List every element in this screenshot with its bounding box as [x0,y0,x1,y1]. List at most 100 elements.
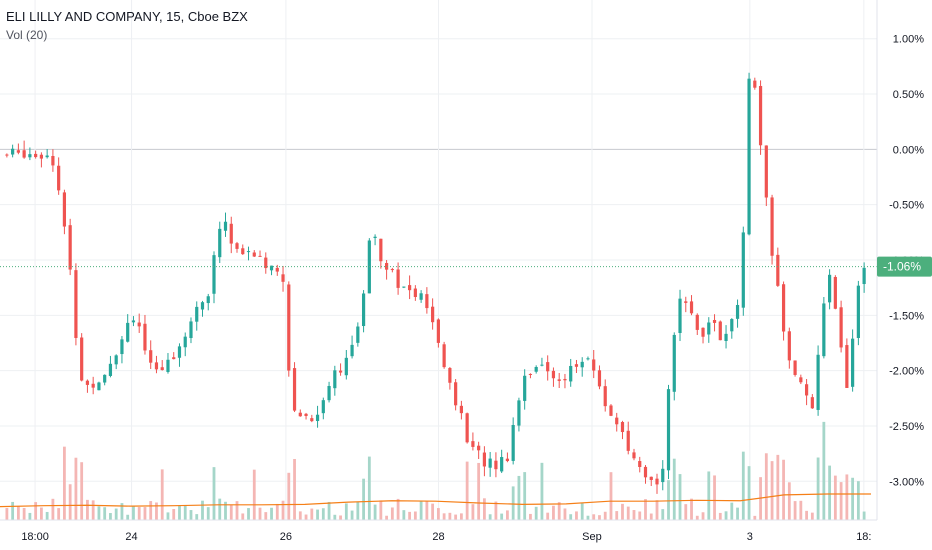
volume-bar [74,457,78,520]
candle-body [172,357,176,360]
y-tick-label: 1.00% [893,34,924,46]
candle-body [477,445,481,451]
volume-bar [753,515,757,520]
y-tick-label: -0.50% [889,200,924,212]
volume-bar [344,503,348,520]
volume-bar [517,475,521,520]
time-axis[interactable]: 18:00 24 26 28 Sep 3 18: [21,531,871,543]
candle-body [856,285,860,338]
volume-bar [57,508,61,520]
volume-bar [442,513,446,520]
last-price-label: -1.06% [883,260,921,274]
volume-bar [252,469,256,520]
y-tick-label: -1.50% [889,310,924,322]
candle-body [597,370,602,387]
candle-body [16,150,20,153]
volume-bar [304,514,308,520]
x-tick-label: 28 [432,531,444,543]
candle-body [384,262,389,270]
candle-body [695,314,699,330]
candle-body [183,336,187,348]
candle-body [781,284,786,332]
volume-bar [160,469,164,520]
candle-body [643,466,648,478]
candle-body [632,452,636,459]
volume-bar [799,500,803,520]
volume-bar [436,508,440,520]
candle-body [551,370,556,379]
candle-body [810,397,814,409]
candle-body [62,192,67,227]
x-tick-label: 3 [747,531,753,543]
volume-bar [28,512,32,520]
candle-body [672,334,676,392]
candle-body [517,400,521,426]
volume-bar [471,504,475,520]
volume-bar [845,474,849,520]
volume-bar [764,453,768,520]
volume-bar [183,505,187,520]
volume-bar [396,498,400,520]
volume-bar [477,462,481,520]
volume-bar [690,498,693,520]
candle-body [235,243,239,249]
candle-body [471,441,475,447]
volume-bar [655,500,659,520]
volume-bar [310,508,314,520]
y-tick-label: -3.00% [889,476,924,488]
volume-bar [379,500,383,520]
candle-body [793,360,797,375]
volume-bar [736,507,739,520]
symbol-title[interactable]: ELI LILLY AND COMPANY, 15, Cboe BZX [6,9,248,24]
volume-bar [563,508,567,520]
candle-body [45,155,49,158]
candle-body [120,339,124,355]
volume-bar [241,513,245,520]
candle-body [851,338,855,387]
volume-bar [321,508,325,520]
candle-body [68,225,72,270]
candle-body [80,337,84,381]
volume-bar [97,506,101,520]
candle-body [678,298,682,333]
candle-body [638,461,642,467]
candle-body [425,294,429,309]
candle-body [649,476,653,480]
volume-bar [816,457,820,520]
volume-bar [149,501,153,520]
candle-body [712,319,717,323]
volume-bar [287,472,291,520]
volume-bar [776,454,780,520]
volume-bar [333,514,337,520]
volume-bar [747,466,751,520]
candle-body [310,418,314,422]
candle-body [828,274,832,303]
x-tick-label: 26 [280,531,292,543]
candle-body [741,232,745,308]
x-tick-label: 24 [125,531,137,543]
candle-body [350,344,354,357]
volume-ma-line [0,493,871,508]
candle-body [626,430,630,451]
volume-indicator-label[interactable]: Vol (20) [6,28,48,42]
y-tick-label: -2.50% [889,421,924,433]
candle-body [333,370,337,389]
volume-bar [465,461,469,520]
candle-body [609,405,613,416]
candle-body [862,267,866,285]
candle-body [689,301,694,314]
volume-bar [667,480,670,520]
candle-body [154,362,159,370]
volume-bar [730,502,734,520]
volume-bar [155,502,158,520]
chart-legend: ELI LILLY AND COMPANY, 15, Cboe BZX Vol … [6,8,248,44]
volume-bar [172,508,176,520]
volume-bar [609,472,613,520]
volume-bar [247,508,250,520]
volume-bar [770,461,774,520]
volume-bar [402,510,406,520]
volume-bar [684,504,688,520]
volume-bar [828,465,832,520]
candle-body [845,345,849,388]
